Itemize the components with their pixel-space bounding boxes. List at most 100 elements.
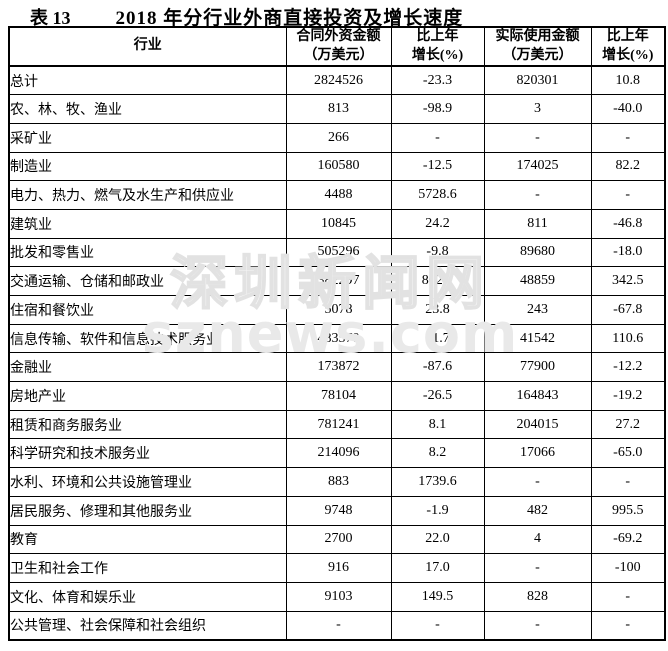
value-cell: 174025	[483, 151, 592, 182]
header-row: 行业 合同外资金额 （万美元） 比上年 增长(%) 实际使用金额 （万美元） 比…	[8, 26, 666, 67]
table-row: 科学研究和技术服务业 214096 8.2 17066 -65.0	[8, 438, 666, 469]
fdi-table: 行业 合同外资金额 （万美元） 比上年 增长(%) 实际使用金额 （万美元） 比…	[8, 26, 666, 641]
value-cell: -9.8	[390, 237, 485, 268]
value-cell: 78104	[285, 381, 392, 411]
value-cell: 22.0	[390, 524, 485, 555]
industry-cell: 房地产业	[8, 381, 287, 411]
value-cell: 89680	[483, 237, 592, 268]
table-row: 建筑业 10845 24.2 811 -46.8	[8, 208, 666, 239]
industry-cell: 居民服务、修理和其他服务业	[8, 495, 287, 526]
table-row: 批发和零售业 505296 -9.8 89680 -18.0	[8, 237, 666, 268]
industry-cell: 租赁和商务服务业	[8, 409, 287, 440]
table-row: 农、林、牧、渔业 813 -98.9 3 -40.0	[8, 94, 666, 124]
value-cell: 505296	[285, 237, 392, 268]
header-growth-actual: 比上年 增长(%)	[590, 26, 666, 67]
value-cell: 4488	[285, 180, 392, 210]
industry-cell: 教育	[8, 524, 287, 555]
table-number: 表 13	[30, 8, 71, 28]
industry-cell: 批发和零售业	[8, 237, 287, 268]
header-industry: 行业	[8, 26, 287, 67]
value-cell: 149.5	[390, 581, 485, 612]
value-cell: 17066	[483, 438, 592, 469]
value-cell: 813	[285, 94, 392, 124]
industry-cell: 水利、环境和公共设施管理业	[8, 467, 287, 497]
value-cell: -1.9	[390, 495, 485, 526]
industry-cell: 科学研究和技术服务业	[8, 438, 287, 469]
header-contract-amount: 合同外资金额 （万美元）	[285, 26, 392, 67]
value-cell: 482	[483, 495, 592, 526]
value-cell: 164843	[483, 381, 592, 411]
value-cell: -12.2	[590, 352, 666, 383]
header-contract-amount-line2: （万美元）	[303, 47, 374, 63]
value-cell: -67.8	[590, 295, 666, 325]
value-cell: 3	[483, 94, 592, 124]
value-cell: 10.8	[590, 65, 666, 96]
value-cell: 916	[285, 553, 392, 583]
value-cell: -	[590, 610, 666, 641]
value-cell: -12.5	[390, 151, 485, 182]
value-cell: -	[483, 553, 592, 583]
value-cell: 342.5	[590, 266, 666, 296]
industry-cell: 交通运输、仓储和邮政业	[8, 266, 287, 296]
value-cell: -	[483, 467, 592, 497]
value-cell: 110.6	[590, 323, 666, 354]
page-title: 2018 年分行业外商直接投资及增长速度	[115, 8, 464, 29]
table-caption: 表 13 2018 年分行业外商直接投资及增长速度	[30, 0, 668, 29]
value-cell: -19.2	[590, 381, 666, 411]
value-cell: 811	[483, 208, 592, 239]
header-industry-label: 行业	[133, 38, 162, 54]
value-cell: 883	[285, 467, 392, 497]
value-cell: -	[483, 180, 592, 210]
value-cell: -	[590, 180, 666, 210]
table-row: 水利、环境和公共设施管理业 883 1739.6- -	[8, 467, 666, 497]
value-cell: -	[483, 122, 592, 153]
value-cell: -	[285, 610, 392, 641]
value-cell: -26.5	[390, 381, 485, 411]
value-cell: -23.3	[390, 65, 485, 96]
value-cell: 5728.6	[390, 180, 485, 210]
value-cell: 2824526	[285, 65, 392, 96]
header-growth-actual-line1: 比上年	[606, 29, 649, 45]
value-cell: 243	[483, 295, 592, 325]
value-cell: -40.0	[590, 94, 666, 124]
value-cell: 10845	[285, 208, 392, 239]
industry-cell: 卫生和社会工作	[8, 553, 287, 583]
table-row: 总计 2824526 -23.3 820301 10.8	[8, 65, 666, 96]
table-row: 居民服务、修理和其他服务业 9748 -1.9 482 995.5	[8, 495, 666, 526]
value-cell: 204015	[483, 409, 592, 440]
value-cell: -100	[590, 553, 666, 583]
value-cell: 173872	[285, 352, 392, 383]
industry-cell: 信息传输、软件和信息技术服务业	[8, 323, 287, 354]
value-cell: 77900	[483, 352, 592, 383]
industry-cell: 制造业	[8, 151, 287, 182]
value-cell: -87.6	[390, 352, 485, 383]
table-row: 电力、热力、燃气及水生产和供应业 4488 5728.6- -	[8, 180, 666, 210]
header-growth-contract-line1: 比上年	[416, 29, 459, 45]
table-row: 教育 2700 22.0 4 -69.2	[8, 524, 666, 555]
header-growth-contract-line2: 增长(%)	[411, 47, 464, 63]
value-cell: 1739.6	[390, 467, 485, 497]
table-row: 制造业 160580 -12.5 174025 82.2	[8, 151, 666, 182]
value-cell: -46.8	[590, 208, 666, 239]
industry-cell: 电力、热力、燃气及水生产和供应业	[8, 180, 287, 210]
value-cell: 9748	[285, 495, 392, 526]
value-cell: 9103	[285, 581, 392, 612]
value-cell: 31.7	[390, 323, 485, 354]
table-row: 卫生和社会工作 916 17.0- -100	[8, 553, 666, 583]
value-cell: -	[590, 467, 666, 497]
value-cell: 23.8	[390, 295, 485, 325]
header-growth-contract: 比上年 增长(%)	[390, 26, 485, 67]
table-row: 金融业 173872 -87.6 77900 -12.2	[8, 352, 666, 383]
value-cell: -	[390, 122, 485, 153]
value-cell: 5078	[285, 295, 392, 325]
value-cell: 802.2	[390, 266, 485, 296]
header-contract-amount-line1: 合同外资金额	[296, 29, 381, 45]
value-cell: 41542	[483, 323, 592, 354]
table-row: 文化、体育和娱乐业 9103 149.5 828-	[8, 581, 666, 612]
value-cell: 4	[483, 524, 592, 555]
value-cell: 8.2	[390, 438, 485, 469]
value-cell: 8.1	[390, 409, 485, 440]
value-cell: 820301	[483, 65, 592, 96]
value-cell: 781241	[285, 409, 392, 440]
